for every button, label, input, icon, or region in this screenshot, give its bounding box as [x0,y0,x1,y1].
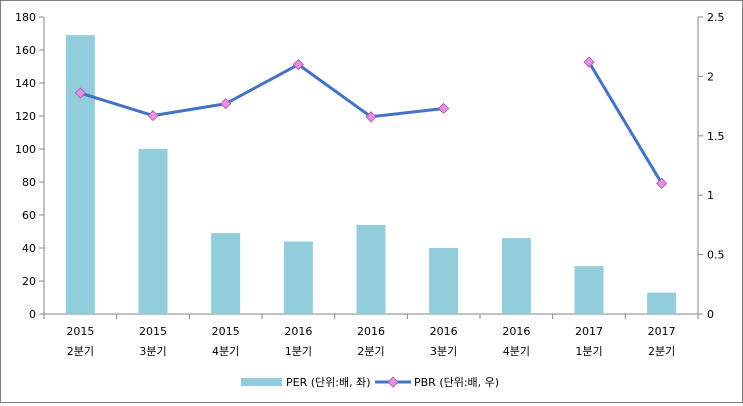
pbr-marker [656,177,668,189]
per-bar [574,266,604,314]
right-tick-label: 0 [707,308,714,321]
x-tick-label-quarter: 2분기 [357,345,384,358]
x-tick-label-quarter: 3분기 [430,345,457,358]
left-tick-label: 80 [22,176,36,189]
x-tick-label-quarter: 1분기 [575,345,602,358]
per-bar [65,35,95,315]
left-tick-label: 140 [15,77,36,90]
legend-label-per: PER (단위:배, 좌) [286,376,371,389]
x-tick-label-quarter: 3분기 [139,345,166,358]
left-tick-label: 120 [15,110,36,123]
per-bar [429,248,459,314]
left-tick-label: 0 [29,308,36,321]
x-tick-label-year: 2015 [66,325,94,338]
x-tick-label-quarter: 2분기 [67,345,94,358]
left-tick-label: 160 [15,44,36,57]
x-tick-label-quarter: 2분기 [648,345,675,358]
right-tick-label: 2 [707,70,714,83]
per-bar [647,292,677,314]
per-bar [283,241,313,314]
left-tick-label: 40 [22,242,36,255]
pbr-marker [365,111,377,123]
pbr-line-segment [79,63,444,119]
x-tick-label-year: 2017 [648,325,676,338]
per-bar [356,224,386,314]
per-bar [138,149,168,314]
legend-swatch-pbr-marker [387,376,399,388]
legend: PER (단위:배, 좌) PBR (단위:배, 우) [241,376,499,389]
pbr-line [74,56,668,189]
pbr-marker [74,87,86,99]
left-tick-label: 20 [22,275,36,288]
right-tick-label: 1 [707,189,714,202]
pbr-line-segment [587,61,663,185]
x-tick-label-quarter: 4분기 [212,345,239,358]
x-tick-label-year: 2017 [575,325,603,338]
right-tick-label: 2.5 [707,11,725,24]
pbr-marker [438,102,450,115]
x-tick-label-year: 2016 [284,325,312,338]
per-bar [211,233,241,314]
x-tick-label-year: 2016 [357,325,385,338]
pbr-marker [220,98,232,110]
left-tick-label: 100 [15,143,36,156]
left-tick-label: 180 [15,11,36,24]
right-tick-label: 0.5 [707,249,725,262]
pbr-marker [147,110,159,122]
pbr-marker [292,58,304,71]
x-tick-label-quarter: 1분기 [285,345,312,358]
x-tick-label-quarter: 4분기 [503,345,530,358]
per-bars [65,35,677,315]
x-tick-label-year: 2016 [430,325,458,338]
x-tick-label-year: 2015 [139,325,167,338]
axis-labels: 0 20 40 60 80 100 120 140 160 180 0 0.5 1 1.5 2 2.5 2015… [15,11,725,358]
x-tick-label-year: 2015 [212,325,240,338]
right-tick-label: 1.5 [707,130,725,143]
legend-swatch-per [241,378,282,386]
left-tick-label: 60 [22,209,36,222]
pbr-marker [583,56,595,68]
per-bar [501,238,531,314]
legend-label-pbr: PBR (단위:배, 우) [414,376,499,389]
x-tick-label-year: 2016 [502,325,530,338]
